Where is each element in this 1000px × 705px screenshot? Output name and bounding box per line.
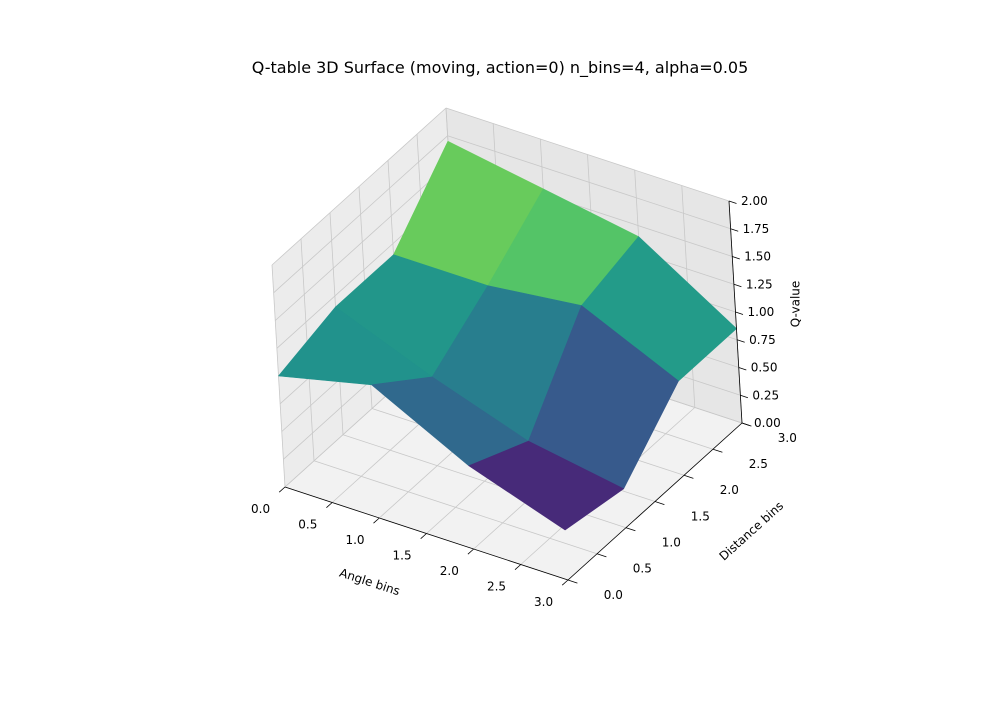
y-tick-label: 2.0: [720, 483, 739, 497]
grid-line: [275, 163, 450, 321]
z-tick-mark: [740, 394, 749, 399]
z-tick-mark: [730, 228, 739, 232]
x-tick-mark: [514, 564, 522, 570]
z-axis-label: Q-value: [789, 281, 803, 328]
z-tick-label: 1.75: [743, 222, 770, 236]
grid-line: [313, 460, 598, 555]
surface: [278, 141, 737, 531]
y-tick-mark: [567, 579, 578, 584]
grid-line: [271, 107, 447, 266]
y-tick-label: 0.0: [604, 588, 623, 602]
y-tick-label: 2.5: [749, 457, 768, 471]
z-tick-label: 2.00: [741, 194, 768, 208]
grid-line: [447, 135, 731, 230]
z-tick-mark: [736, 339, 745, 343]
y-tick-mark: [654, 501, 665, 505]
surface-patch: [468, 440, 625, 531]
x-tick-label: 2.5: [487, 580, 506, 594]
y-tick-label: 3.0: [778, 431, 797, 445]
y-tick-mark: [596, 553, 607, 558]
z-tick-mark: [741, 422, 750, 426]
z-tick-label: 1.50: [744, 250, 771, 264]
z-tick-label: 1.00: [748, 305, 775, 319]
chart-title: Q-table 3D Surface (moving, action=0) n_…: [251, 58, 749, 77]
z-tick-label: 0.00: [754, 416, 781, 430]
x-tick-label: 0.5: [298, 518, 317, 532]
z-tick-label: 0.75: [749, 333, 776, 347]
y-tick-mark: [712, 448, 723, 453]
z-tick-mark: [735, 311, 744, 315]
y-tick-label: 0.5: [633, 562, 652, 576]
grid-line: [445, 107, 730, 202]
z-tick-label: 1.25: [746, 277, 773, 291]
x-tick-label: 3.0: [534, 595, 553, 609]
z-tick-mark: [733, 283, 742, 288]
x-tick-mark: [278, 486, 286, 493]
x-tick-mark: [373, 517, 380, 524]
z-tick-label: 0.25: [752, 388, 779, 402]
grid-line: [273, 135, 448, 294]
z-tick-mark: [728, 200, 737, 204]
y-tick-mark: [683, 474, 694, 479]
x-tick-label: 0.0: [251, 502, 270, 516]
tick-labels: 0.0 0.5 1.0 1.5 2.0 2.5 3.0 0.0 0.5 1.0 1.5 2.0 2.5 3…: [251, 194, 797, 609]
y-axis-label: Distance bins: [717, 499, 787, 564]
x-tick-label: 1.0: [345, 533, 364, 547]
x-tick-mark: [467, 548, 474, 555]
x-tick-label: 1.5: [393, 549, 412, 563]
y-tick-mark: [625, 527, 636, 532]
x-tick-mark: [420, 533, 427, 539]
y-tick-label: 1.0: [662, 536, 681, 550]
x-tick-mark: [561, 579, 569, 586]
y-tick-label: 1.5: [691, 509, 710, 523]
x-tick-label: 2.0: [440, 564, 459, 578]
z-tick-label: 0.50: [751, 361, 778, 375]
x-axis-label: Angle bins: [338, 566, 402, 599]
z-tick-mark: [732, 256, 740, 260]
z-tick-mark: [738, 367, 747, 371]
x-tick-mark: [326, 502, 333, 508]
